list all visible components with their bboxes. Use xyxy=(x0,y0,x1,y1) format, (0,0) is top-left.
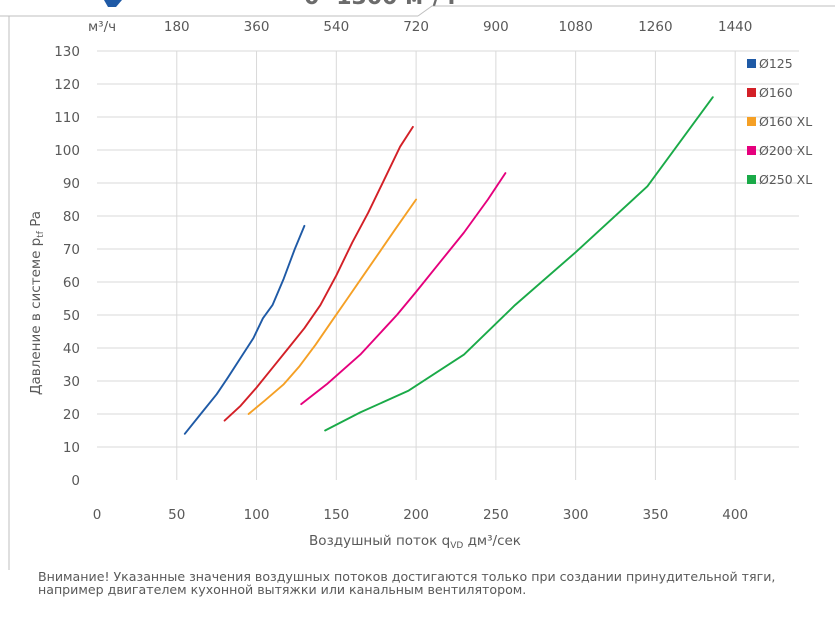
secondary-x-tick-label: 720 xyxy=(403,19,429,35)
series-line xyxy=(223,125,414,422)
x-tick-label: 250 xyxy=(483,507,509,523)
y-tick-label: 90 xyxy=(63,176,80,192)
y-tick-label: 20 xyxy=(63,407,80,423)
y-tick-label: 70 xyxy=(63,242,80,258)
y-tick-label: 30 xyxy=(63,374,80,390)
x-tick-label: 50 xyxy=(168,507,185,523)
x-axis-title: Воздушный поток qVD дм³/сек xyxy=(309,533,521,551)
y-tick-label: 0 xyxy=(71,473,80,489)
legend-label: Ø160 XL xyxy=(759,114,812,129)
legend-swatch xyxy=(747,175,756,184)
y-tick-label: 40 xyxy=(63,341,80,357)
x-tick-label: 0 xyxy=(93,507,102,523)
series-line xyxy=(324,96,714,432)
secondary-x-tick-label: 180 xyxy=(164,19,190,35)
logo-icon xyxy=(104,0,122,7)
legend-swatch xyxy=(747,146,756,155)
x-tick-labels: 0 50 100 150 200 250 300 350 400 xyxy=(93,507,748,523)
x-tick-label: 200 xyxy=(403,507,429,523)
secondary-x-tick-label: 1260 xyxy=(638,19,672,35)
series-line xyxy=(183,224,306,435)
secondary-x-tick-label: 1440 xyxy=(718,19,752,35)
secondary-x-tick-label: 1080 xyxy=(558,19,592,35)
x-tick-label: 300 xyxy=(563,507,589,523)
y-tick-label: 80 xyxy=(63,209,80,225)
y-tick-labels: 0 10 20 30 40 50 60 70 80 90 100 110 120 130 xyxy=(54,44,80,489)
y-tick-label: 60 xyxy=(63,275,80,291)
y-tick-label: 10 xyxy=(63,440,80,456)
legend-label: Ø160 xyxy=(759,85,793,100)
x-tick-label: 350 xyxy=(643,507,669,523)
y-tick-label: 120 xyxy=(54,77,80,93)
y-tick-label: 50 xyxy=(63,308,80,324)
secondary-x-tick-labels: м³/ч 180 360 540 720 900 1080 1260 1440 xyxy=(88,19,752,35)
x-tick-label: 150 xyxy=(323,507,349,523)
grid xyxy=(97,50,799,480)
legend-label: Ø250 XL xyxy=(759,172,812,187)
attention-note: Внимание! Указанные значения воздушных п… xyxy=(38,569,776,597)
x-tick-label: 100 xyxy=(244,507,270,523)
secondary-x-tick-label: 900 xyxy=(483,19,509,35)
secondary-x-unit-label: м³/ч xyxy=(88,19,116,35)
y-tick-label: 100 xyxy=(54,143,80,159)
y-tick-label: 110 xyxy=(54,110,80,126)
legend: Ø125 Ø160 Ø160 XL Ø200 XL Ø250 XL xyxy=(747,56,812,187)
x-tick-label: 400 xyxy=(722,507,748,523)
series-line xyxy=(300,172,507,406)
legend-label: Ø125 xyxy=(759,56,793,71)
legend-label: Ø200 XL xyxy=(759,143,812,158)
legend-swatch xyxy=(747,59,756,68)
secondary-x-tick-label: 540 xyxy=(323,19,349,35)
y-tick-label: 130 xyxy=(54,44,80,60)
y-axis-title: Давление в системе ptf Pa xyxy=(28,211,46,395)
series-lines xyxy=(183,96,714,435)
legend-swatch xyxy=(747,88,756,97)
series-line xyxy=(247,198,418,415)
secondary-x-tick-label: 360 xyxy=(244,19,270,35)
legend-swatch xyxy=(747,117,756,126)
